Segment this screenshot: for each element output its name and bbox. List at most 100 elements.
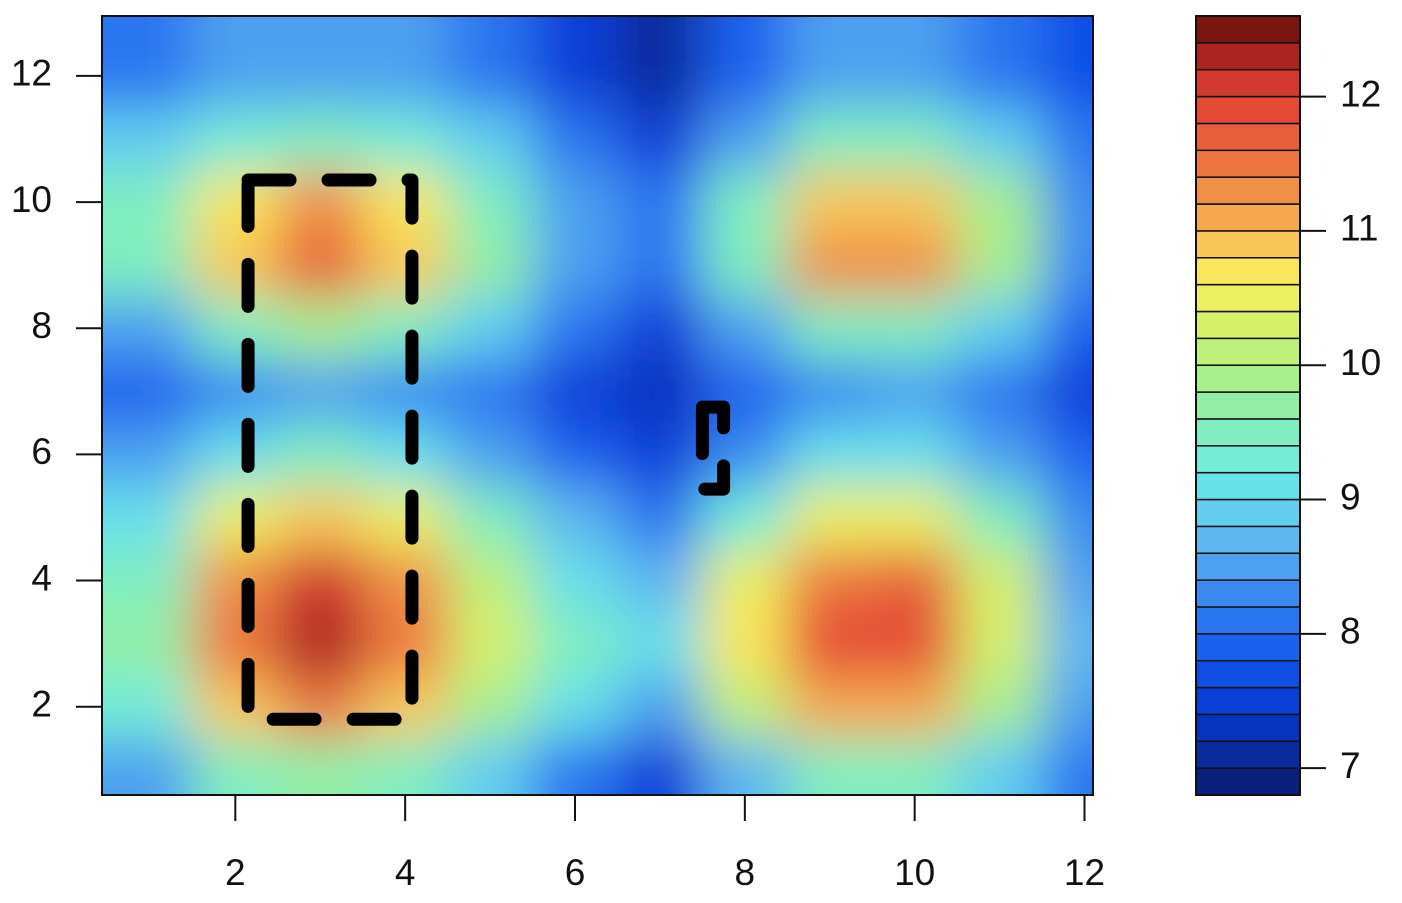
colorbar-band — [1195, 176, 1301, 205]
heat-cell — [192, 107, 279, 172]
heat-cell — [957, 738, 1043, 795]
heat-cell — [192, 422, 279, 487]
plot-area — [102, 16, 1093, 795]
colorbar-tick-label: 10 — [1340, 342, 1381, 383]
heat-cell — [872, 422, 958, 487]
heat-cell — [102, 296, 194, 361]
colorbar-band — [1195, 149, 1301, 178]
heatmap — [102, 16, 1093, 795]
heat-cell — [532, 738, 618, 795]
heat-cell — [102, 170, 194, 235]
heat-cell — [362, 675, 449, 739]
heat-cell — [447, 359, 534, 424]
colorbar-band — [1195, 418, 1301, 447]
heat-cell — [617, 675, 703, 739]
heat-cell — [447, 612, 534, 676]
heat-cell — [362, 612, 449, 676]
heat-cell — [192, 359, 279, 424]
heat-cell — [192, 296, 279, 361]
heat-cell — [102, 738, 194, 795]
heat-cell — [872, 612, 958, 676]
heat-cell — [277, 359, 364, 424]
heat-cell — [362, 549, 449, 613]
heat-cell — [1042, 485, 1093, 550]
y-tick-label: 8 — [31, 305, 52, 346]
colorbar-band — [1195, 15, 1301, 44]
heat-cell — [787, 170, 873, 235]
heat-cell — [532, 170, 618, 235]
region-outline — [695, 400, 731, 496]
heat-cell — [102, 16, 194, 108]
heat-cell — [617, 738, 703, 795]
colorbar-band — [1195, 713, 1301, 743]
heat-cell — [277, 233, 364, 298]
colorbar-band — [1195, 203, 1301, 232]
heat-cell — [532, 233, 618, 298]
colorbar-band — [1195, 525, 1301, 554]
heat-cell — [362, 359, 449, 424]
heat-cell — [957, 612, 1043, 676]
colorbar-band — [1195, 579, 1301, 608]
heat-cell — [1042, 296, 1093, 361]
heat-cell — [1042, 612, 1093, 676]
heat-cell — [362, 485, 449, 550]
heat-cell — [102, 359, 194, 424]
heat-cell — [872, 675, 958, 739]
heat-cell — [277, 675, 364, 739]
heat-cell — [957, 675, 1043, 739]
heat-cell — [787, 612, 873, 676]
heat-cell — [617, 422, 703, 487]
colorbar-band — [1195, 257, 1301, 286]
colorbar-band — [1195, 68, 1301, 98]
heat-cell — [532, 675, 618, 739]
heat-cell — [957, 296, 1043, 361]
heat-cell — [787, 107, 873, 172]
colorbar-frame — [1195, 15, 1301, 796]
heat-cell — [872, 233, 958, 298]
y-tick-label: 10 — [11, 179, 52, 220]
heat-cell — [277, 296, 364, 361]
heat-cell — [192, 612, 279, 676]
heat-cell — [1042, 549, 1093, 613]
heat-cell — [532, 107, 618, 172]
heat-cell — [447, 170, 534, 235]
colorbar-tick-label: 7 — [1340, 745, 1361, 786]
heat-cell — [1042, 16, 1093, 108]
colorbar-band — [1195, 498, 1301, 528]
heat-cell — [447, 296, 534, 361]
colorbar-tick-label: 12 — [1340, 73, 1381, 114]
heat-cell — [362, 296, 449, 361]
heat-cell — [872, 549, 958, 613]
heat-cell — [362, 107, 449, 172]
heat-cell — [702, 549, 788, 613]
heat-cell — [702, 170, 788, 235]
heat-cell — [277, 549, 364, 613]
heat-cell — [102, 675, 194, 739]
heat-cell — [277, 485, 364, 550]
heat-cell — [787, 422, 873, 487]
heat-cell — [787, 738, 873, 795]
heat-cell — [447, 233, 534, 298]
heat-cell — [957, 549, 1043, 613]
heat-cell — [702, 612, 788, 676]
heat-cell — [277, 738, 364, 795]
heat-cell — [787, 233, 873, 298]
heat-cell — [872, 170, 958, 235]
heat-cell — [532, 359, 618, 424]
colorbar-band — [1195, 471, 1301, 501]
heat-cell — [362, 422, 449, 487]
heat-cell — [1042, 170, 1093, 235]
foreground: 2 4 6 8 10 12 2 4 6 8 10 12 7 8 9 10 11 12 — [11, 15, 1381, 893]
heat-cell — [447, 16, 534, 108]
heat-cell — [1042, 233, 1093, 298]
x-tick-label: 8 — [735, 852, 756, 893]
heat-cell — [702, 296, 788, 361]
heat-cell — [102, 549, 194, 613]
x-tick-label: 4 — [395, 852, 416, 893]
heat-cell — [277, 16, 364, 108]
heat-cell — [102, 422, 194, 487]
heat-cell — [192, 485, 279, 550]
heat-cell — [617, 485, 703, 550]
x-tick-label: 2 — [225, 852, 246, 893]
